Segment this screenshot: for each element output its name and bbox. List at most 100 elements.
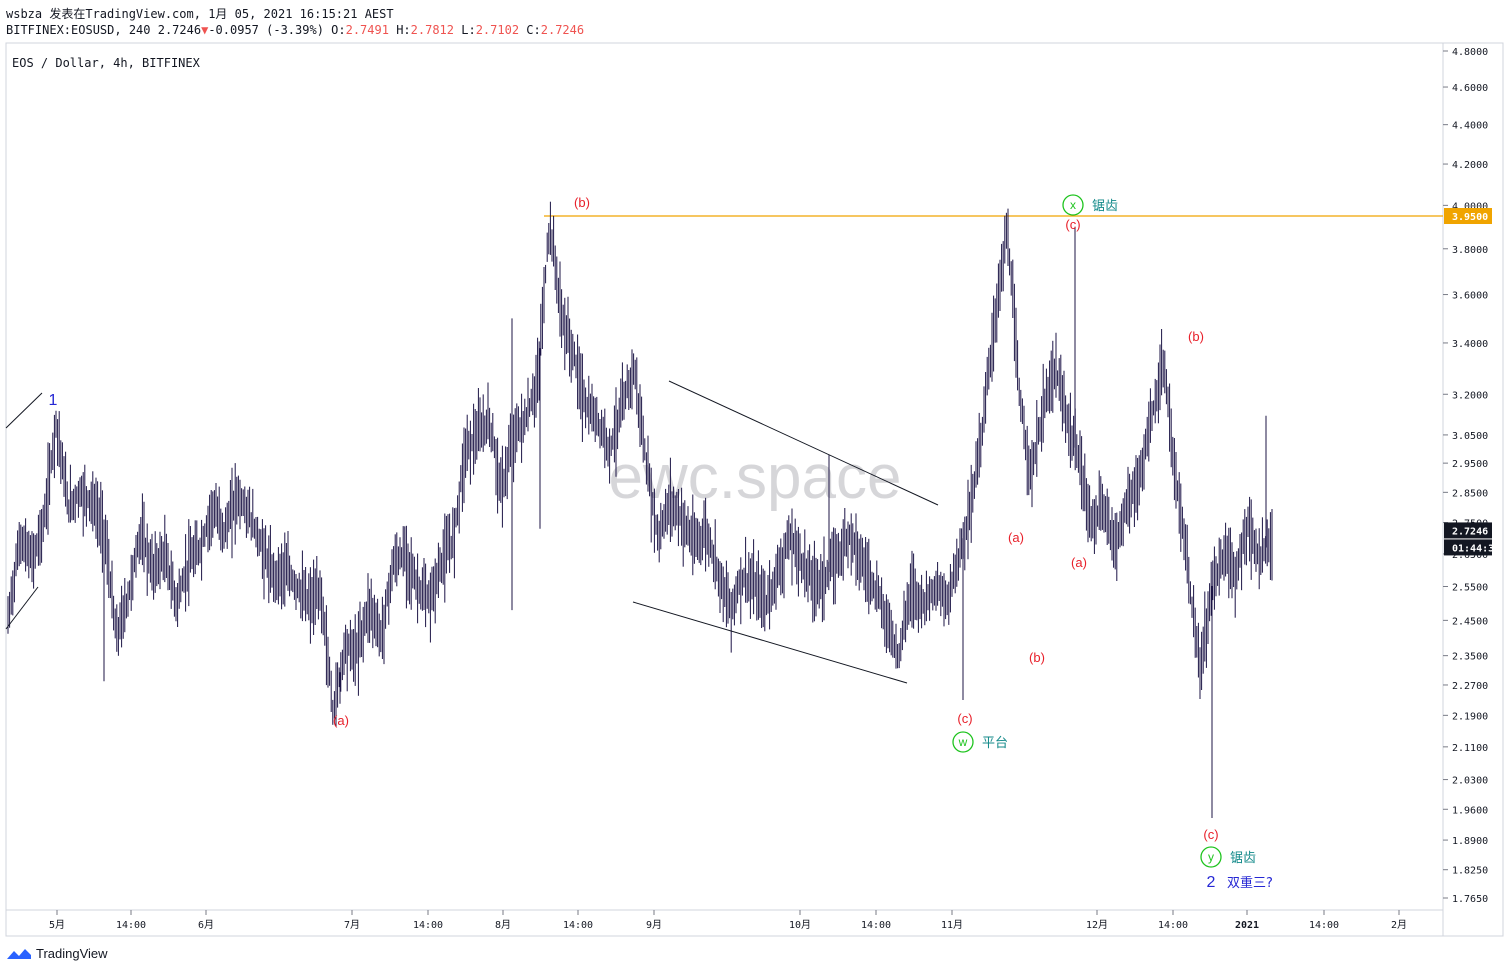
time-tick-label: 8月 [495,919,511,931]
price-tick-label: 1.9600 [1452,805,1488,816]
time-tick-label: 5月 [49,919,65,931]
channel-lower-line[interactable] [632,601,908,684]
wave-circle [952,731,974,753]
wave-labels: 1 (a) (b) (c) w 平台 (a) (b) (c) x 锯齿 (a) (b) (c) y 锯齿 2 双重… [49,194,1273,891]
wave-caption: 双重三? [1227,875,1273,891]
price-change: -0.0957 (-3.39%) [208,23,324,37]
price-tick-label: 4.2000 [1452,160,1488,171]
symbol: BITFINEX:EOSUSD, 240 [6,23,151,37]
price-tick-label: 4.6000 [1452,83,1488,94]
time-tick-label: 14:00 [1158,920,1188,931]
price-tick-label: 4.4000 [1452,121,1488,132]
price-tick-label: 1.7650 [1452,894,1488,905]
wave-label: (b) [1188,329,1204,344]
wave-caption: 平台 [982,736,1008,751]
time-tick-label: 10月 [789,919,811,931]
price-tick-label: 4.8000 [1452,47,1488,58]
open-label: O: [331,23,346,37]
price-tick-label: 2.1900 [1452,711,1488,722]
price-tick-label: 4.0000 [1452,201,1488,212]
resistance-price-tag: 3.9500 [1452,212,1488,223]
low-label: L: [461,23,476,37]
price-tick-label: 2.8500 [1452,488,1488,499]
price-tags: 3.9500 2.7246 01:44:36 [1444,208,1500,556]
time-axis: 5月 14:00 6月 7月 14:00 8月 14:00 9月 10月 14:00 11月 12月 1… [49,910,1407,931]
time-tick-label: 14:00 [1309,920,1339,931]
time-tick-label: 2021 [1235,920,1259,931]
chart-title: EOS / Dollar, 4h, BITFINEX [12,56,201,70]
price-tick-label: 3.6000 [1452,291,1488,302]
time-tick-label: 14:00 [116,920,146,931]
chart-frame [5,42,1504,937]
channel-lines[interactable] [5,380,939,684]
down-arrow-icon: ▼ [201,23,209,37]
price-tick-label: 2.0300 [1452,776,1488,787]
time-tick-label: 14:00 [563,920,593,931]
last-price-tag-bg [1444,522,1492,539]
price-tick-label: 1.8250 [1452,866,1488,877]
trend-line-lower[interactable] [5,586,39,630]
wave-circle [1200,846,1222,868]
wave-caption: 锯齿 [1092,199,1118,214]
price-tick-label: 2.4500 [1452,616,1488,627]
price-tick-label: 2.3500 [1452,652,1488,663]
high-value: 2.7812 [410,23,455,37]
price-tick-label: 2.6500 [1452,550,1488,561]
time-tick-label: 14:00 [413,920,443,931]
price-tick-label: 2.1100 [1452,743,1488,754]
last-price: 2.7246 [157,23,202,37]
wave-label: 2 [1207,874,1216,891]
time-tick-label: 12月 [1086,919,1108,931]
published-text: 发表在TradingView.com, [49,7,201,21]
price-tick-label: 3.8000 [1452,245,1488,256]
price-tick-label: 3.4000 [1452,339,1488,350]
bar-countdown-tag: 01:44:36 [1452,543,1500,554]
watermark: ewc.space [609,443,902,512]
wave-label: (b) [1029,650,1045,665]
time-tick-label: 6月 [198,919,214,931]
wave-label: y [1208,850,1214,864]
author: wsbza [6,7,43,21]
close-value: 2.7246 [540,23,585,37]
open-value: 2.7491 [345,23,389,37]
wave-label: (c) [1065,217,1080,232]
wave-label: (c) [957,711,972,726]
wave-label: 1 [49,392,58,409]
publish-info: wsbza 发表在TradingView.com, 1月 05, 2021 16… [6,5,394,22]
price-tick-label: 3.2000 [1452,390,1488,401]
brand-name: TradingView [36,946,108,961]
price-tick-label: 2.9500 [1452,459,1488,470]
time-tick-label: 14:00 [861,920,891,931]
wave-label: w [958,735,968,749]
wave-label: (a) [1008,530,1024,545]
time-tick-label: 7月 [344,919,360,931]
symbol-info: BITFINEX:EOSUSD, 240 2.7246▼-0.0957 (-3.… [6,23,584,37]
price-tick-label: 2.2700 [1452,681,1488,692]
channel-upper-line[interactable] [668,380,939,506]
publish-datetime: 1月 05, 2021 16:15:21 AEST [208,7,394,21]
close-label: C: [526,23,541,37]
price-tick-label: 2.5500 [1452,582,1488,593]
last-price-tag: 2.7246 [1452,526,1488,537]
price-axis: 4.8000 4.6000 4.4000 4.2000 4.0000 3.8000 3.60… [1443,47,1488,905]
wave-circle [1062,194,1084,216]
price-series [7,201,1273,818]
trend-line-upper[interactable] [5,392,43,429]
time-tick-label: 2月 [1391,919,1407,931]
price-tick-label: 3.0500 [1452,431,1488,442]
wave-label: (b) [574,195,590,210]
bar-countdown-tag-bg [1444,539,1492,556]
time-tick-label: 11月 [941,919,963,931]
wave-caption: 锯齿 [1230,851,1256,866]
time-tick-label: 9月 [646,919,662,931]
low-value: 2.7102 [475,23,520,37]
tradingview-logo-icon [7,948,31,959]
high-label: H: [396,23,411,37]
wave-label: (c) [1203,827,1218,842]
footer: TradingView [6,946,108,961]
wave-label: (a) [1071,555,1087,570]
price-tick-label: 1.8900 [1452,836,1488,847]
wave-label: (a) [333,713,349,728]
resistance-price-tag-bg [1444,208,1492,225]
